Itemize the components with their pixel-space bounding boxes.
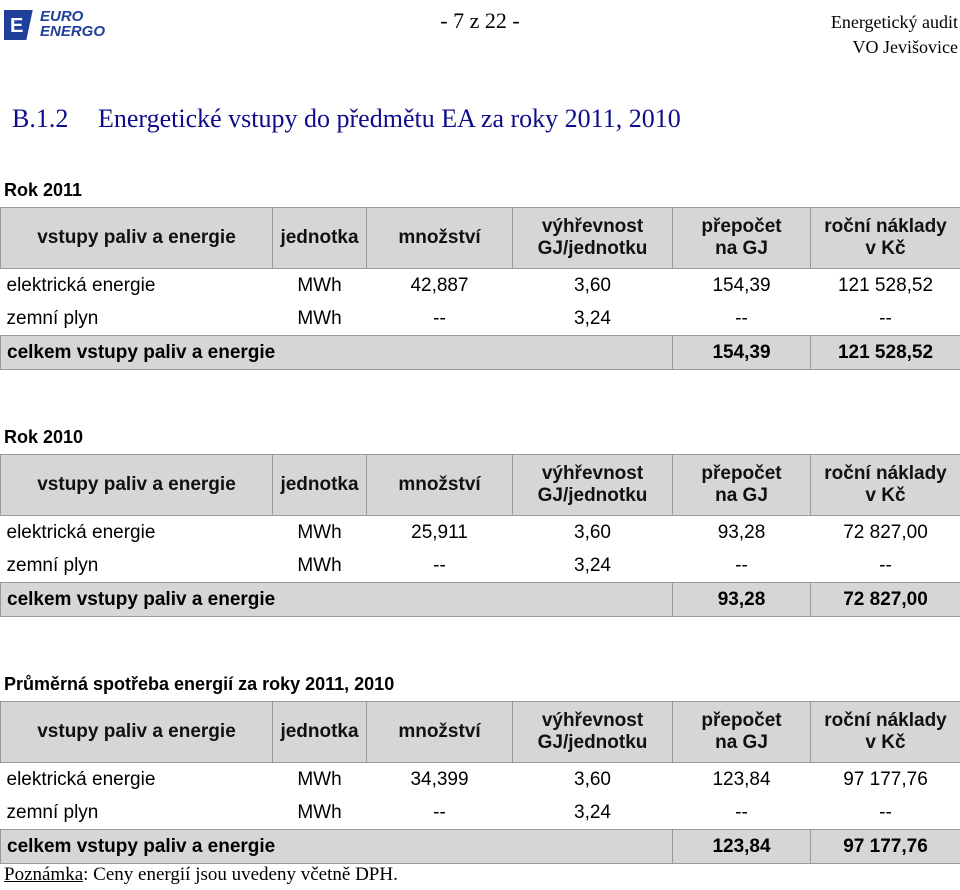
col-header-heat-value: výhřevnost GJ/jednotku — [512, 701, 673, 763]
energy-table-2011: vstupy paliv a energie jednotka množství… — [0, 207, 960, 370]
cell-unit: MWh — [297, 307, 342, 329]
col-header-unit: jednotka — [272, 207, 367, 269]
col-header-amount: množství — [366, 454, 513, 516]
cell-gj: -- — [735, 307, 748, 329]
logo-graphic: E EURO ENERGO — [0, 8, 105, 40]
cell-gj: -- — [735, 801, 748, 823]
total-gj: 123,84 — [672, 829, 811, 864]
cell-cost: -- — [879, 801, 892, 823]
logo-text-energo: ENERGO — [40, 23, 105, 40]
cell-cost: 97 177,76 — [843, 768, 928, 790]
total-label: celkem vstupy paliv a energie — [0, 335, 673, 370]
total-cost: 121 528,52 — [810, 335, 960, 370]
cell-gj: 93,28 — [717, 521, 766, 543]
cell-heat-value: 3,24 — [574, 801, 611, 823]
cell-input: zemní plyn — [6, 554, 99, 576]
svg-text:E: E — [10, 15, 23, 37]
table-total-row: celkem vstupy paliv a energie 123,84 97 … — [0, 829, 960, 864]
col-header-amount: množství — [366, 207, 513, 269]
euroenergo-logo: E EURO ENERGO — [0, 4, 122, 52]
section-heading: B.1.2 Energetické vstupy do předmětu EA z… — [12, 104, 681, 134]
col-header-cost: roční náklady v Kč — [810, 207, 960, 269]
cell-amount: -- — [433, 554, 446, 576]
cell-amount: 42,887 — [410, 274, 469, 296]
table-title-2011: Rok 2011 — [4, 180, 83, 200]
col-header-gj: přepočet na GJ — [672, 207, 811, 269]
table-row: zemní plyn MWh -- 3,24 -- -- — [1, 302, 960, 336]
col-header-gj: přepočet na GJ — [672, 701, 811, 763]
footnote-text: : Ceny energií jsou uvedeny včetně DPH. — [83, 864, 398, 885]
total-label: celkem vstupy paliv a energie — [0, 829, 673, 864]
col-header-inputs: vstupy paliv a energie — [0, 207, 273, 269]
col-header-heat-value: výhřevnost GJ/jednotku — [512, 207, 673, 269]
cell-amount: -- — [433, 307, 446, 329]
table-total-row: celkem vstupy paliv a energie 154,39 121… — [0, 335, 960, 370]
cell-amount: 25,911 — [411, 521, 468, 543]
cell-heat-value: 3,60 — [574, 521, 611, 543]
table-total-row: celkem vstupy paliv a energie 93,28 72 8… — [0, 582, 960, 617]
cell-gj: 154,39 — [712, 274, 771, 296]
cell-input: zemní plyn — [6, 801, 99, 823]
table-title-2010: Rok 2010 — [4, 427, 84, 447]
cell-unit: MWh — [297, 521, 342, 543]
cell-unit: MWh — [297, 554, 342, 576]
col-header-amount: množství — [366, 701, 513, 763]
col-header-heat-value: výhřevnost GJ/jednotku — [512, 454, 673, 516]
table-header-row: vstupy paliv a energie jednotka množství… — [0, 207, 960, 269]
col-header-inputs: vstupy paliv a energie — [0, 454, 273, 516]
table-header-row: vstupy paliv a energie jednotka množství… — [0, 701, 960, 763]
cell-unit: MWh — [297, 274, 342, 296]
cell-amount: 34,399 — [410, 768, 469, 790]
cell-input: elektrická energie — [6, 274, 156, 296]
footnote-label: Poznámka — [4, 864, 84, 885]
col-header-inputs: vstupy paliv a energie — [0, 701, 273, 763]
total-cost: 97 177,76 — [810, 829, 960, 864]
table-row: elektrická energie MWh 25,911 3,60 93,28… — [1, 516, 960, 550]
cell-heat-value: 3,60 — [574, 768, 611, 790]
page-number: - 7 z 22 - — [440, 8, 520, 33]
energy-table-2010: vstupy paliv a energie jednotka množství… — [0, 454, 960, 617]
table-row: elektrická energie MWh 42,887 3,60 154,3… — [1, 269, 960, 303]
logo-emblem-icon — [0, 10, 33, 40]
logo-text-euro: EURO — [40, 8, 84, 25]
cell-amount: -- — [433, 801, 446, 823]
section-title: Energetické vstupy do předmětu EA za rok… — [98, 104, 681, 133]
cell-gj: -- — [735, 554, 748, 576]
total-cost: 72 827,00 — [810, 582, 960, 617]
col-header-gj: přepočet na GJ — [672, 454, 811, 516]
cell-input: zemní plyn — [6, 307, 99, 329]
cell-input: elektrická energie — [6, 768, 156, 790]
cell-gj: 123,84 — [712, 768, 771, 790]
total-label: celkem vstupy paliv a energie — [0, 582, 673, 617]
total-gj: 93,28 — [672, 582, 811, 617]
col-header-unit: jednotka — [272, 701, 367, 763]
document-title: Energetický audit — [830, 12, 958, 32]
cell-cost: -- — [879, 554, 892, 576]
cell-input: elektrická energie — [6, 521, 156, 543]
cell-unit: MWh — [297, 768, 342, 790]
table-row: elektrická energie MWh 34,399 3,60 123,8… — [1, 763, 960, 797]
col-header-unit: jednotka — [272, 454, 367, 516]
cell-heat-value: 3,24 — [574, 307, 611, 329]
energy-table-average: vstupy paliv a energie jednotka množství… — [0, 701, 960, 864]
table-row: zemní plyn MWh -- 3,24 -- -- — [1, 549, 960, 583]
table-header-row: vstupy paliv a energie jednotka množství… — [0, 454, 960, 516]
section-number: B.1.2 — [12, 104, 69, 133]
cell-unit: MWh — [297, 801, 342, 823]
footnote: Poznámka: Ceny energií jsou uvedeny včet… — [4, 864, 398, 886]
cell-cost: 121 528,52 — [837, 274, 934, 296]
document-header-info: Energetický audit VO Jevišovice — [831, 10, 958, 60]
cell-heat-value: 3,60 — [574, 274, 611, 296]
cell-cost: 72 827,00 — [843, 521, 928, 543]
cell-cost: -- — [879, 307, 892, 329]
table-title-average: Průměrná spotřeba energií za roky 2011, … — [4, 674, 395, 694]
total-gj: 154,39 — [672, 335, 811, 370]
cell-heat-value: 3,24 — [574, 554, 611, 576]
table-row: zemní plyn MWh -- 3,24 -- -- — [1, 796, 960, 830]
col-header-cost: roční náklady v Kč — [810, 701, 960, 763]
document-subject: VO Jevišovice — [852, 37, 958, 57]
col-header-cost: roční náklady v Kč — [810, 454, 960, 516]
